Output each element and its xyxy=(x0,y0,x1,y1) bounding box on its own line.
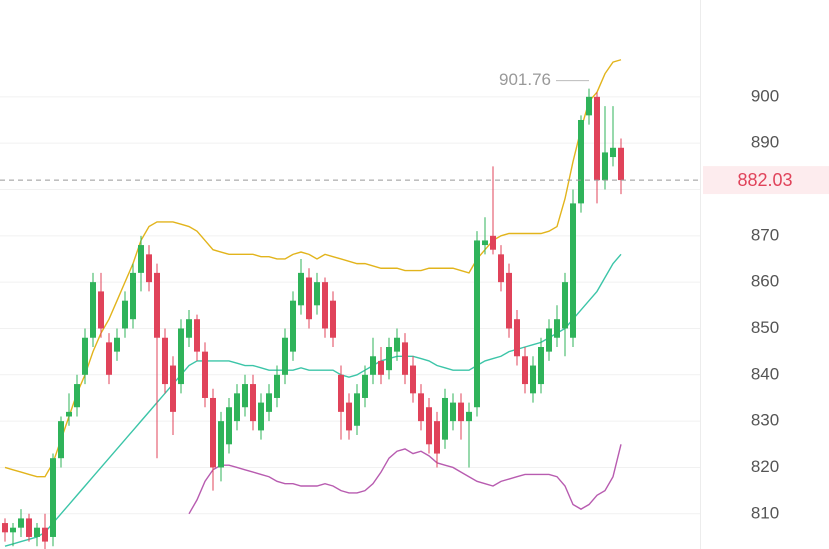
candle-body xyxy=(402,342,408,375)
candle-body xyxy=(474,240,480,408)
candle-body xyxy=(274,374,280,398)
candle-body xyxy=(226,407,232,445)
candle-body xyxy=(258,402,264,431)
candle-body xyxy=(490,235,496,250)
candle-body xyxy=(426,407,432,445)
max-label: 901.76 xyxy=(499,70,551,89)
candle-body xyxy=(290,300,296,352)
y-tick-label: 900 xyxy=(751,86,779,105)
candle-body xyxy=(554,319,560,338)
candle-body xyxy=(522,356,528,385)
candle-body xyxy=(450,402,456,422)
candle-body xyxy=(514,319,520,357)
candle-body xyxy=(378,360,384,375)
candle-body xyxy=(498,254,504,283)
candle-body xyxy=(386,347,392,371)
candle-body xyxy=(306,277,312,320)
candle-body xyxy=(594,96,600,181)
candle-body xyxy=(578,119,584,204)
y-tick-label: 840 xyxy=(751,364,779,383)
candle-body xyxy=(610,147,616,158)
candle-body xyxy=(138,245,144,273)
y-tick-label: 850 xyxy=(751,318,779,337)
candle-body xyxy=(26,518,32,537)
last-price-label: 882.03 xyxy=(737,170,792,190)
candle-body xyxy=(442,397,448,440)
last-price-box xyxy=(703,166,829,195)
candle-body xyxy=(34,527,40,537)
candle-body xyxy=(194,319,200,352)
candle-body xyxy=(98,291,104,329)
candle-body xyxy=(546,328,552,352)
candle-body xyxy=(370,356,376,375)
candle-body xyxy=(586,96,592,116)
candle-body xyxy=(82,337,88,375)
candle-body xyxy=(202,351,208,398)
band-line xyxy=(4,59,622,478)
candle-body xyxy=(74,384,80,408)
candle-body xyxy=(242,384,248,408)
candle-body xyxy=(298,272,304,306)
candle-body xyxy=(362,374,368,398)
band-line xyxy=(188,444,622,515)
candle-body xyxy=(50,458,56,537)
candle-body xyxy=(154,272,160,338)
candle-body xyxy=(538,347,544,385)
y-tick-label: 860 xyxy=(751,272,779,291)
candle-body xyxy=(2,523,8,533)
candle-body xyxy=(602,152,608,181)
candle-body xyxy=(266,393,272,412)
candle-body xyxy=(410,365,416,394)
y-tick-label: 830 xyxy=(751,411,779,430)
candle-body xyxy=(114,337,120,352)
candle-body xyxy=(570,203,576,338)
candle-body xyxy=(418,393,424,422)
candle-body xyxy=(506,272,512,329)
candle-body xyxy=(122,300,128,329)
candle-body xyxy=(66,411,72,417)
candle-body xyxy=(42,527,48,542)
candle-body xyxy=(234,393,240,422)
y-tick-label: 820 xyxy=(751,457,779,476)
candle-body xyxy=(346,402,352,431)
candle-body xyxy=(530,365,536,394)
band-line xyxy=(4,253,622,547)
candle-body xyxy=(482,240,488,246)
candle-body xyxy=(466,411,472,422)
y-tick-label: 890 xyxy=(751,133,779,152)
candle-body xyxy=(10,527,16,533)
candle-body xyxy=(282,337,288,375)
candle-body xyxy=(250,384,256,422)
candle-body xyxy=(162,337,168,385)
candle-body xyxy=(618,147,624,181)
y-tick-label: 870 xyxy=(751,225,779,244)
y-tick-label: 810 xyxy=(751,503,779,522)
candle-body xyxy=(338,374,344,412)
candle-body xyxy=(170,365,176,412)
candle-body xyxy=(58,421,64,459)
candle-body xyxy=(434,421,440,454)
candle-body xyxy=(218,421,224,468)
candle-body xyxy=(130,272,136,320)
candle-body xyxy=(90,282,96,338)
candle-body xyxy=(186,319,192,338)
candle-body xyxy=(314,282,320,306)
candle-body xyxy=(178,328,184,385)
candle-body xyxy=(210,397,216,468)
candle-body xyxy=(106,342,112,375)
candle-body xyxy=(394,337,400,352)
candle-body xyxy=(18,518,24,528)
candle-body xyxy=(354,393,360,426)
candle-body xyxy=(330,300,336,338)
candle-body xyxy=(458,402,464,422)
candle-body xyxy=(322,282,328,329)
candle-body xyxy=(562,282,568,329)
candle-body xyxy=(146,254,152,283)
